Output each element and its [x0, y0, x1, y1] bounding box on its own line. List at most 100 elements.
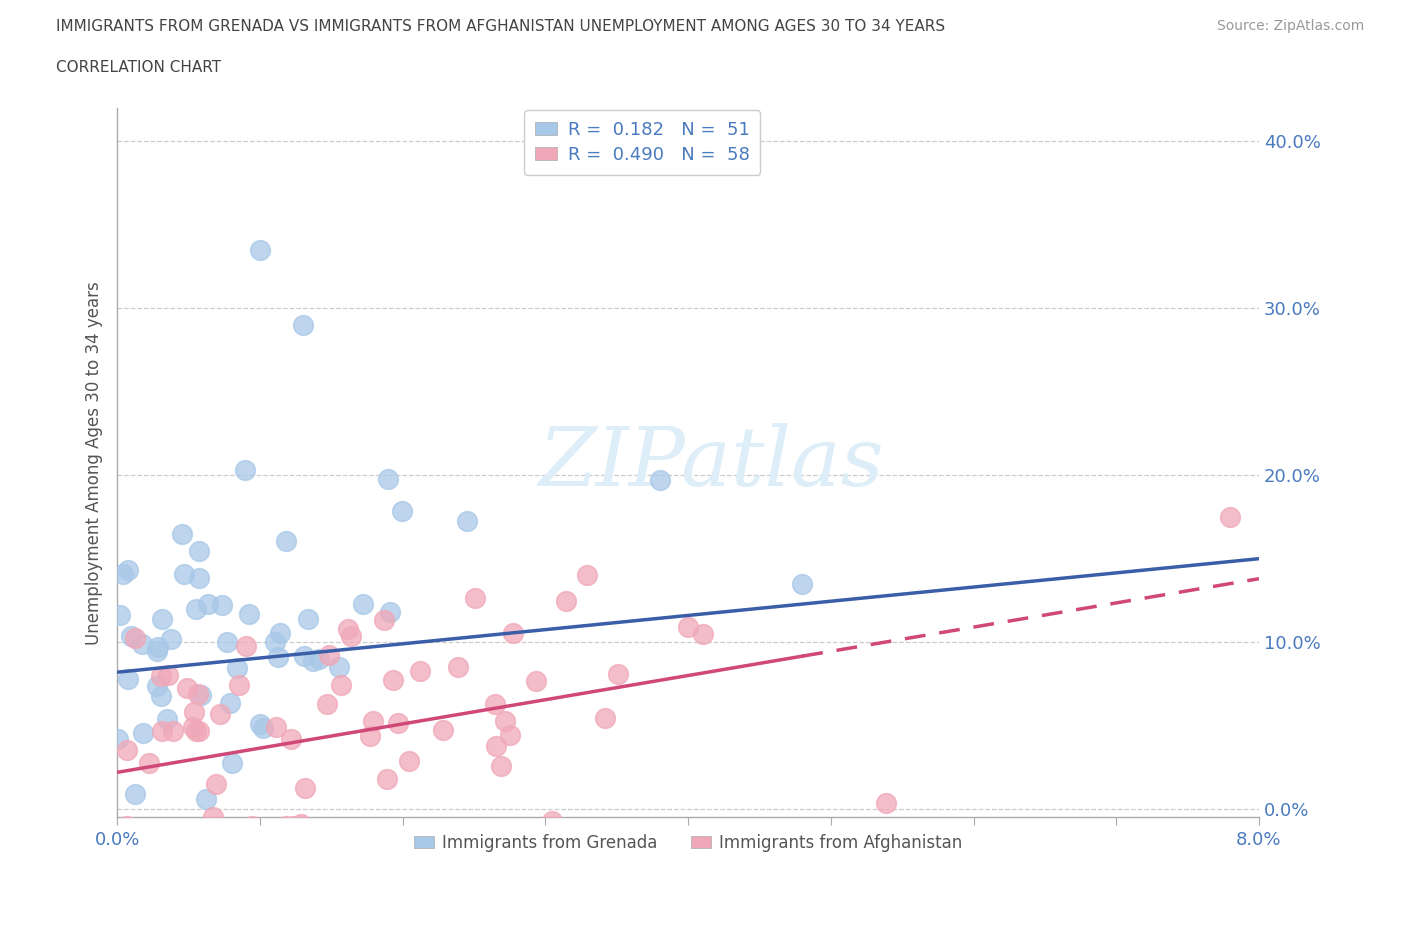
Point	[494, 713, 516, 728]
Point	[377, 771, 399, 786]
Point	[297, 612, 319, 627]
Point	[340, 629, 363, 644]
Point	[398, 753, 420, 768]
Point	[197, 597, 219, 612]
Point	[373, 613, 395, 628]
Point	[318, 647, 340, 662]
Point	[875, 796, 897, 811]
Point	[336, 621, 359, 636]
Point	[138, 756, 160, 771]
Point	[330, 677, 353, 692]
Point	[264, 719, 287, 734]
Point	[387, 715, 409, 730]
Point	[391, 503, 413, 518]
Point	[432, 723, 454, 737]
Point	[221, 755, 243, 770]
Point	[131, 725, 153, 740]
Point	[266, 649, 288, 664]
Point	[290, 817, 312, 831]
Point	[176, 681, 198, 696]
Point	[149, 668, 172, 683]
Point	[1219, 510, 1241, 525]
Point	[184, 724, 207, 738]
Point	[238, 606, 260, 621]
Point	[484, 697, 506, 711]
Point	[201, 809, 224, 824]
Point	[107, 732, 129, 747]
Point	[359, 728, 381, 743]
Point	[162, 724, 184, 738]
Point	[226, 660, 249, 675]
Text: IMMIGRANTS FROM GRENADA VS IMMIGRANTS FROM AFGHANISTAN UNEMPLOYMENT AMONG AGES 3: IMMIGRANTS FROM GRENADA VS IMMIGRANTS FR…	[56, 19, 945, 33]
Y-axis label: Unemployment Among Ages 30 to 34 years: Unemployment Among Ages 30 to 34 years	[86, 281, 103, 644]
Point	[499, 727, 522, 742]
Point	[352, 596, 374, 611]
Point	[502, 626, 524, 641]
Point	[187, 686, 209, 701]
Point	[152, 724, 174, 738]
Point	[489, 759, 512, 774]
Text: CORRELATION CHART: CORRELATION CHART	[56, 60, 221, 75]
Point	[117, 671, 139, 686]
Point	[456, 513, 478, 528]
Point	[292, 649, 315, 664]
Point	[648, 472, 671, 487]
Point	[228, 677, 250, 692]
Point	[195, 791, 218, 806]
Point	[111, 567, 134, 582]
Point	[183, 704, 205, 719]
Point	[204, 777, 226, 791]
Point	[294, 781, 316, 796]
Point	[308, 652, 330, 667]
Point	[124, 631, 146, 645]
Point	[555, 593, 578, 608]
Point	[283, 818, 305, 833]
Point	[208, 707, 231, 722]
Point	[464, 591, 486, 605]
Point	[159, 632, 181, 647]
Point	[188, 543, 211, 558]
Point	[269, 625, 291, 640]
Point	[150, 688, 173, 703]
Point	[447, 659, 470, 674]
Point	[124, 787, 146, 802]
Point	[264, 635, 287, 650]
Point	[117, 562, 139, 577]
Legend: Immigrants from Grenada, Immigrants from Afghanistan: Immigrants from Grenada, Immigrants from…	[408, 828, 969, 858]
Point	[190, 687, 212, 702]
Point	[381, 672, 404, 687]
Point	[156, 668, 179, 683]
Point	[291, 317, 314, 332]
Point	[280, 732, 302, 747]
Point	[115, 743, 138, 758]
Point	[377, 472, 399, 486]
Point	[692, 627, 714, 642]
Point	[173, 566, 195, 581]
Point	[328, 659, 350, 674]
Point	[792, 577, 814, 591]
Point	[218, 696, 240, 711]
Point	[485, 738, 508, 753]
Point	[240, 818, 263, 833]
Point	[249, 243, 271, 258]
Point	[115, 818, 138, 833]
Point	[252, 720, 274, 735]
Point	[108, 607, 131, 622]
Point	[593, 711, 616, 725]
Point	[408, 663, 430, 678]
Text: Source: ZipAtlas.com: Source: ZipAtlas.com	[1216, 19, 1364, 33]
Point	[211, 598, 233, 613]
Point	[301, 654, 323, 669]
Point	[274, 818, 297, 833]
Point	[172, 526, 194, 541]
Point	[181, 719, 204, 734]
Point	[146, 679, 169, 694]
Point	[249, 716, 271, 731]
Point	[146, 639, 169, 654]
Point	[607, 667, 630, 682]
Point	[145, 644, 167, 658]
Point	[215, 635, 238, 650]
Point	[524, 673, 547, 688]
Point	[235, 639, 257, 654]
Point	[120, 629, 142, 644]
